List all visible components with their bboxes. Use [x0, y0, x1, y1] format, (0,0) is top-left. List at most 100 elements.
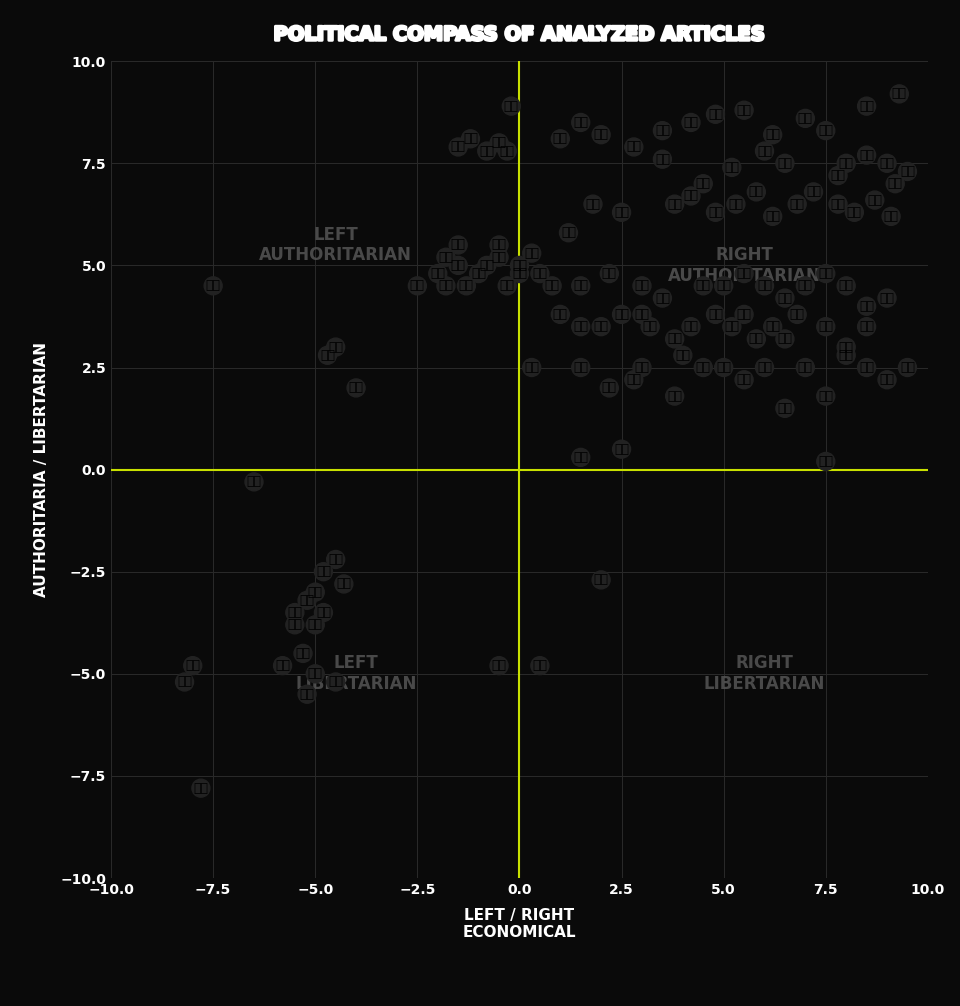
Text: 🇺🇦: 🇺🇦 [247, 476, 261, 488]
Circle shape [306, 665, 324, 683]
Text: 🇺🇸: 🇺🇸 [276, 659, 290, 672]
Point [818, 266, 833, 282]
Circle shape [804, 183, 823, 201]
Circle shape [665, 330, 684, 348]
Point [749, 184, 764, 200]
Circle shape [727, 195, 745, 213]
Point [561, 224, 576, 240]
Point [499, 278, 515, 294]
Text: 🇷🇺: 🇷🇺 [818, 124, 833, 137]
Point [736, 103, 752, 119]
Circle shape [735, 102, 753, 119]
Point [316, 605, 331, 621]
Point [838, 278, 853, 294]
Point [439, 249, 454, 266]
Text: 🇷🇺: 🇷🇺 [725, 161, 739, 174]
Text: 🇺🇦: 🇺🇦 [492, 238, 507, 252]
Circle shape [572, 318, 589, 336]
Circle shape [837, 277, 855, 295]
Point [553, 131, 568, 147]
Circle shape [633, 277, 651, 295]
Circle shape [490, 657, 508, 675]
Text: 🇩🇪: 🇩🇪 [667, 389, 683, 402]
Point [602, 266, 617, 282]
Circle shape [306, 583, 324, 602]
Circle shape [306, 616, 324, 634]
Circle shape [511, 257, 528, 275]
Point [307, 584, 323, 601]
Point [655, 290, 670, 306]
Circle shape [707, 203, 725, 221]
Point [724, 159, 739, 175]
Text: 🇷🇺: 🇷🇺 [500, 145, 515, 158]
Circle shape [335, 575, 353, 593]
Text: 🇺🇸: 🇺🇸 [708, 308, 723, 321]
Text: 🇫🇷: 🇫🇷 [667, 197, 683, 210]
Point [205, 278, 221, 294]
Point [450, 237, 466, 254]
Text: 🇺🇦: 🇺🇦 [655, 124, 670, 137]
Point [879, 290, 895, 306]
Point [818, 123, 833, 139]
Circle shape [315, 562, 332, 580]
Text: 🇩🇪: 🇩🇪 [729, 197, 743, 210]
Text: 🇺🇸: 🇺🇸 [736, 104, 752, 117]
Point [749, 331, 764, 347]
Text: 🇩🇪: 🇩🇪 [883, 210, 899, 223]
Point [778, 331, 793, 347]
Circle shape [245, 473, 263, 491]
Circle shape [723, 318, 741, 336]
Point [300, 686, 315, 702]
Text: 🇫🇷: 🇫🇷 [450, 259, 466, 272]
Text: 🇩🇪: 🇩🇪 [716, 280, 732, 293]
Circle shape [674, 346, 692, 364]
Circle shape [886, 175, 904, 193]
Circle shape [457, 277, 475, 295]
Point [838, 347, 853, 363]
Text: 🇺🇦: 🇺🇦 [684, 320, 699, 333]
Circle shape [294, 645, 312, 662]
Circle shape [714, 277, 732, 295]
Circle shape [490, 248, 508, 267]
Circle shape [756, 142, 774, 160]
Circle shape [665, 387, 684, 405]
Text: 🇺🇦: 🇺🇦 [492, 250, 507, 264]
Text: 🇫🇷: 🇫🇷 [287, 606, 302, 619]
Text: LEFT
LIBERTARIAN: LEFT LIBERTARIAN [296, 655, 417, 693]
Circle shape [299, 592, 316, 610]
Point [626, 371, 641, 387]
Point [439, 278, 454, 294]
Point [512, 258, 527, 274]
Circle shape [797, 358, 814, 376]
Point [328, 551, 344, 567]
Circle shape [714, 358, 732, 376]
Point [765, 319, 780, 335]
Text: 🇷🇺: 🇷🇺 [839, 280, 853, 293]
Text: 🇺🇸: 🇺🇸 [778, 401, 792, 414]
Point [593, 319, 609, 335]
Point [247, 474, 262, 490]
Text: 🇮🇱: 🇮🇱 [316, 565, 331, 578]
Circle shape [788, 306, 806, 323]
Text: 🇺🇸: 🇺🇸 [847, 206, 862, 219]
Point [818, 388, 833, 404]
Y-axis label: AUTHORITARIA / LIBERTARIAN: AUTHORITARIA / LIBERTARIAN [35, 342, 49, 598]
Text: RIGHT
LIBERTARIAN: RIGHT LIBERTARIAN [704, 655, 826, 693]
Circle shape [600, 379, 618, 397]
Circle shape [707, 306, 725, 323]
Circle shape [286, 604, 303, 622]
Point [708, 204, 723, 220]
Text: 🇺🇸: 🇺🇸 [205, 280, 221, 293]
Circle shape [857, 318, 876, 336]
Point [778, 290, 793, 306]
Point [818, 454, 833, 470]
Text: 🇺🇦: 🇺🇦 [757, 361, 772, 374]
Circle shape [797, 277, 814, 295]
Circle shape [776, 399, 794, 417]
Text: 🇷🇺: 🇷🇺 [602, 381, 617, 394]
Point [798, 359, 813, 375]
Point [696, 176, 711, 192]
Text: 🇺🇸: 🇺🇸 [892, 88, 907, 101]
Circle shape [498, 142, 516, 160]
Point [532, 658, 547, 674]
